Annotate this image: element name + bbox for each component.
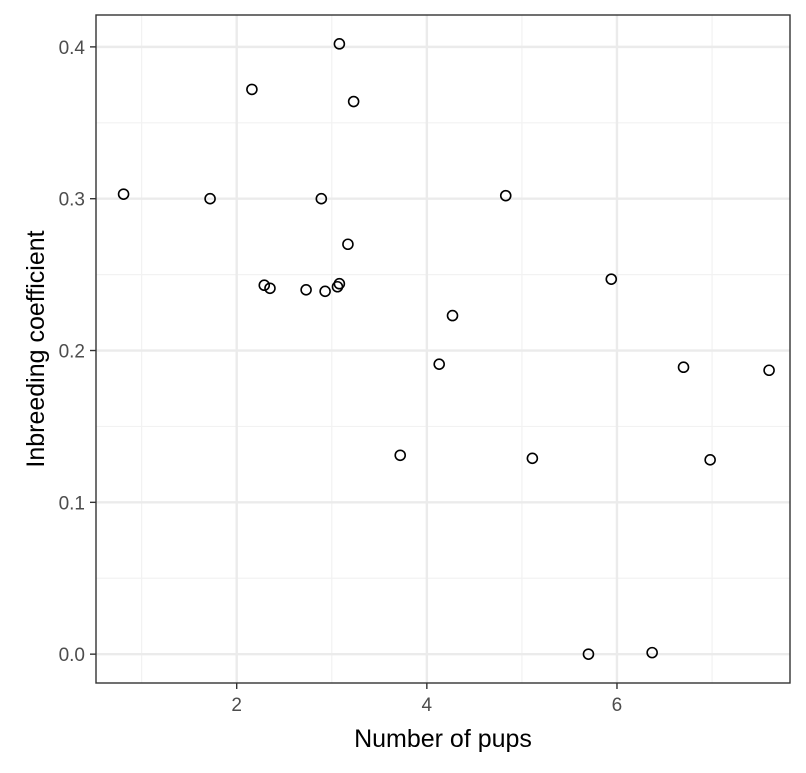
y-axis-ticks: 0.0 0.1 0.2 0.3 0.4 (59, 38, 96, 666)
data-point (677, 361, 690, 374)
panel-border (95, 14, 791, 684)
x-axis-title: Number of pups (354, 725, 532, 753)
data-point (394, 449, 407, 462)
data-point (433, 358, 445, 370)
data-point (499, 189, 512, 202)
data-point (246, 83, 258, 96)
data-point (319, 285, 331, 298)
y-tick-label: 0.0 (59, 645, 85, 666)
y-tick-label: 0.1 (59, 493, 85, 514)
data-point (646, 646, 658, 659)
y-axis-title: Inbreeding coefficient (22, 230, 50, 467)
data-point (342, 238, 354, 251)
data-point (258, 279, 271, 292)
data-point (704, 454, 716, 466)
y-tick-label: 0.3 (59, 190, 85, 211)
data-point (605, 273, 618, 285)
x-tick-label: 6 (612, 695, 623, 716)
data-point (446, 309, 459, 322)
data-point (333, 277, 346, 290)
data-point (763, 364, 775, 377)
data-point (300, 283, 312, 296)
y-tick-label: 0.4 (59, 38, 86, 59)
data-point (347, 95, 360, 108)
x-tick-label: 4 (422, 695, 433, 716)
data-point (526, 452, 539, 465)
data-point (582, 648, 595, 660)
data-point (204, 192, 216, 205)
data-point (264, 282, 276, 295)
data-points (117, 38, 775, 660)
minor-gridlines (96, 15, 790, 683)
major-gridlines (96, 15, 790, 683)
x-tick-label: 2 (231, 695, 242, 716)
x-axis-ticks: 2 4 6 (231, 683, 622, 716)
data-point (117, 188, 130, 200)
data-point (315, 192, 328, 205)
y-tick-label: 0.2 (59, 342, 85, 363)
data-point (333, 38, 346, 50)
